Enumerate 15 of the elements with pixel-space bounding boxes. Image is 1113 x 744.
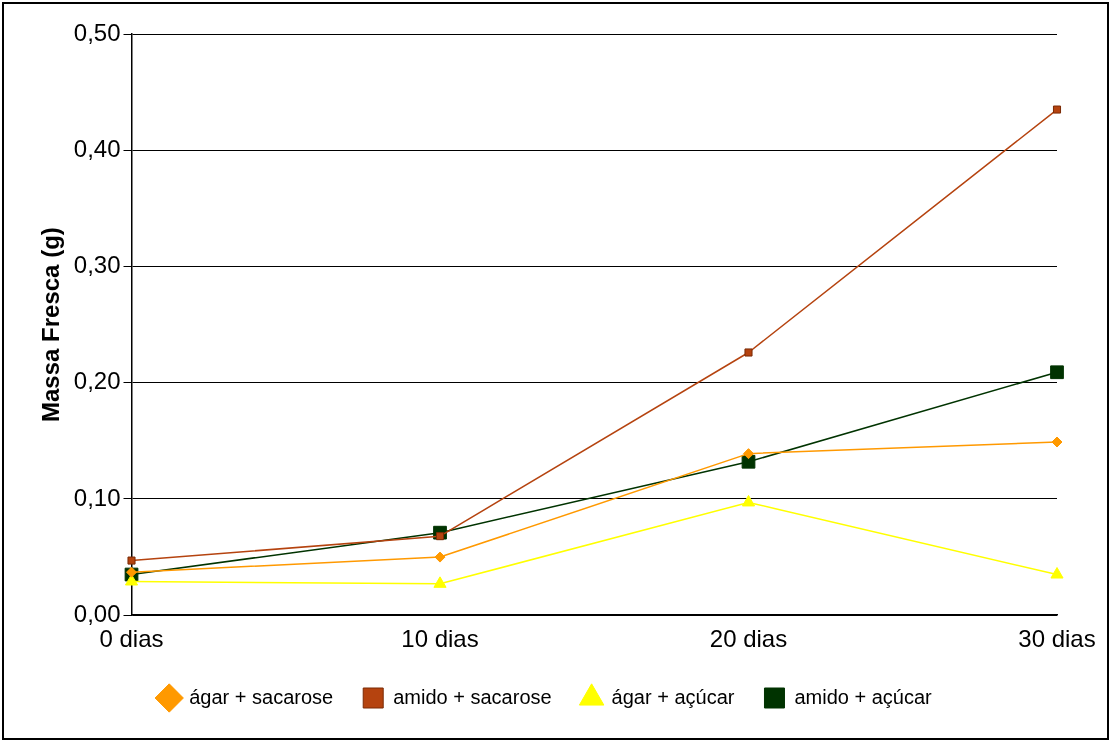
- y-tick-label: 0,20: [73, 367, 121, 395]
- x-tick-label: 30 dias: [1018, 625, 1096, 653]
- y-tick-label: 0,10: [73, 483, 121, 511]
- legend-label: ágar + açúcar: [611, 685, 735, 708]
- legend-label: ágar + sacarose: [189, 685, 334, 708]
- x-tick-label: 0 dias: [99, 625, 164, 653]
- y-tick-label: 0,50: [73, 18, 121, 46]
- y-axis-title: Massa Fresca (g): [37, 227, 65, 422]
- legend-label: amido + sacarose: [393, 685, 552, 708]
- y-tick-label: 0,30: [73, 251, 121, 279]
- legend-label: amido + açúcar: [794, 685, 933, 708]
- y-tick-label: 0,40: [73, 134, 121, 162]
- x-tick-label: 10 dias: [401, 625, 479, 653]
- x-tick-label: 20 dias: [709, 625, 788, 653]
- y-tick-label: 0,00: [73, 599, 121, 627]
